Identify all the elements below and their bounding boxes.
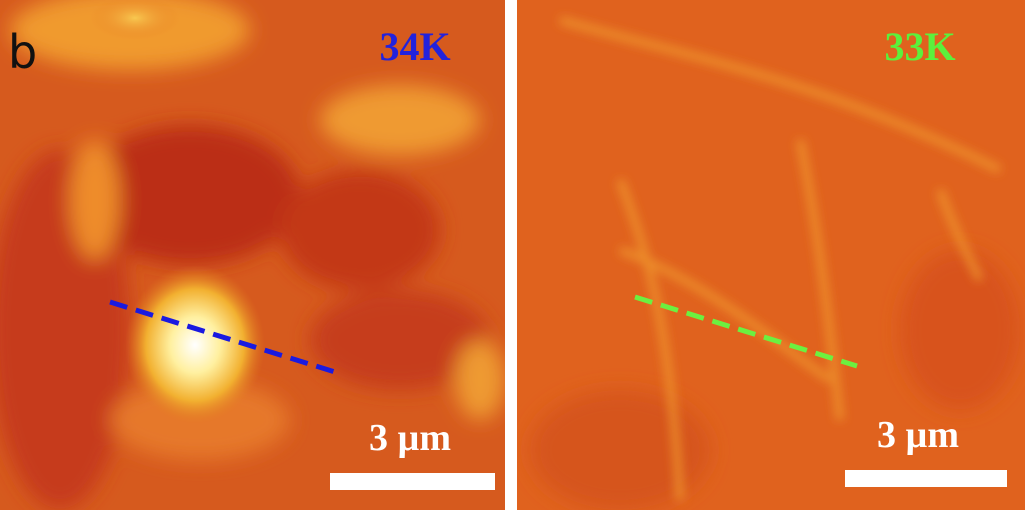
- line-cut: [634, 294, 858, 369]
- scale-bar: [845, 470, 1007, 487]
- right-image: [517, 0, 1025, 510]
- scale-label: 3 µm: [369, 417, 451, 459]
- temperature: 33K: [884, 24, 955, 69]
- left-image: [0, 0, 505, 510]
- scale-bar: [330, 473, 495, 490]
- line-cut: [109, 299, 336, 375]
- temperature: 34K: [379, 24, 450, 69]
- scale-label: 3 µm: [877, 414, 959, 456]
- panel-label: b: [8, 25, 37, 79]
